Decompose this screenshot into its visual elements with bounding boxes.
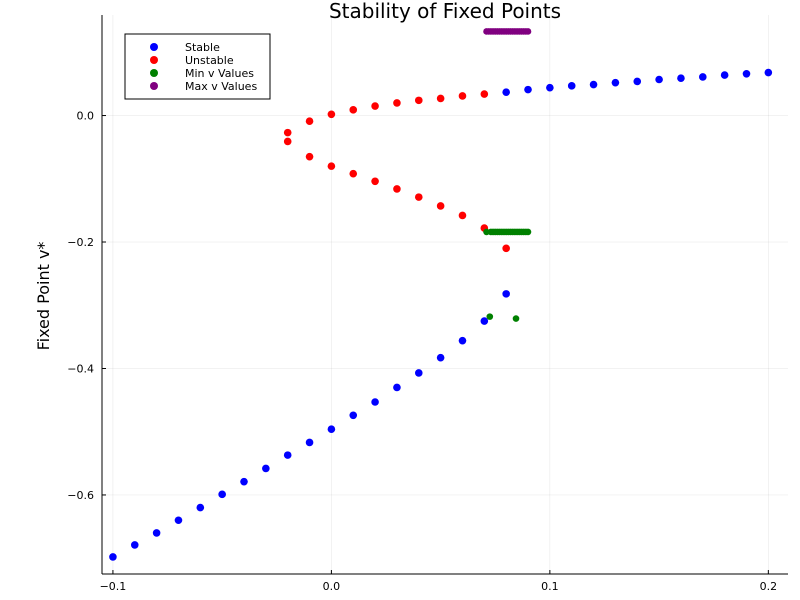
data-point bbox=[327, 425, 336, 433]
data-point bbox=[371, 177, 379, 186]
data-point bbox=[283, 128, 292, 137]
data-point bbox=[240, 477, 248, 486]
data-point bbox=[524, 228, 532, 236]
legend-label: Max v Values bbox=[185, 80, 257, 93]
data-point bbox=[414, 369, 423, 377]
data-point bbox=[436, 94, 445, 103]
y-tick-label: −0.2 bbox=[67, 236, 94, 249]
data-point bbox=[720, 71, 729, 79]
data-point bbox=[371, 102, 379, 110]
legend-marker bbox=[150, 56, 158, 64]
data-point bbox=[480, 90, 489, 98]
data-point bbox=[486, 313, 494, 320]
data-point bbox=[174, 516, 183, 525]
data-point bbox=[130, 541, 139, 549]
data-point bbox=[502, 244, 510, 253]
y-axis-title: Fixed Point v* bbox=[34, 242, 53, 351]
data-point bbox=[524, 85, 532, 94]
x-tick-label: −0.1 bbox=[100, 580, 127, 593]
x-tick-label: 0.1 bbox=[541, 580, 559, 593]
data-point bbox=[458, 211, 467, 220]
data-points bbox=[109, 28, 773, 561]
y-tick-label: 0.0 bbox=[77, 110, 95, 123]
legend-marker bbox=[150, 43, 158, 51]
data-point bbox=[349, 169, 358, 178]
y-tick-label: −0.4 bbox=[67, 362, 94, 375]
legend-marker bbox=[150, 69, 158, 77]
x-tick-label: 0.0 bbox=[323, 580, 341, 593]
data-point bbox=[414, 96, 423, 105]
data-point bbox=[524, 28, 532, 35]
data-point bbox=[283, 451, 292, 459]
series-min-v-values bbox=[483, 228, 532, 322]
data-point bbox=[305, 117, 314, 126]
data-point bbox=[546, 83, 554, 92]
series-max-v-values bbox=[483, 28, 532, 35]
data-point bbox=[393, 383, 401, 392]
data-point bbox=[327, 162, 336, 170]
legend-box bbox=[124, 33, 271, 100]
data-point bbox=[393, 185, 401, 193]
data-point bbox=[349, 106, 358, 114]
data-point bbox=[698, 73, 707, 81]
data-point bbox=[196, 503, 205, 512]
data-point bbox=[502, 88, 510, 96]
legend-label: Stable bbox=[185, 41, 220, 54]
data-point bbox=[349, 411, 358, 420]
data-point bbox=[414, 193, 423, 201]
data-point bbox=[655, 75, 663, 84]
legend-marker bbox=[150, 82, 158, 90]
data-point bbox=[502, 290, 510, 298]
data-point bbox=[393, 99, 401, 107]
data-point bbox=[458, 336, 467, 345]
series-stable bbox=[109, 68, 773, 561]
data-point bbox=[764, 68, 773, 77]
data-point bbox=[480, 317, 489, 325]
series-unstable bbox=[283, 90, 510, 253]
data-point bbox=[611, 78, 620, 87]
data-point bbox=[512, 315, 520, 322]
ticks: −0.1 0.0 0.1 0.2 0.0 −0.2 −0.4 −0.6 bbox=[67, 110, 777, 593]
axes bbox=[101, 15, 788, 575]
data-point bbox=[436, 202, 445, 210]
data-point bbox=[742, 70, 751, 78]
x-tick-label: 0.2 bbox=[760, 580, 778, 593]
grid-lines bbox=[102, 15, 788, 574]
data-point bbox=[371, 398, 379, 406]
data-point bbox=[109, 553, 117, 561]
chart-title: Stability of Fixed Points bbox=[329, 0, 561, 23]
data-point bbox=[152, 529, 161, 537]
data-point bbox=[262, 464, 270, 473]
data-point bbox=[305, 438, 314, 447]
data-point bbox=[327, 110, 336, 119]
data-point bbox=[567, 82, 576, 90]
data-point bbox=[218, 490, 226, 499]
data-point bbox=[633, 77, 642, 86]
data-point bbox=[589, 80, 598, 89]
legend-label: Unstable bbox=[185, 54, 234, 67]
y-tick-label: −0.6 bbox=[67, 489, 94, 502]
legend-label: Min v Values bbox=[185, 67, 254, 80]
data-point bbox=[436, 353, 445, 362]
data-point bbox=[677, 74, 685, 83]
data-point bbox=[305, 152, 314, 161]
data-point bbox=[283, 137, 292, 146]
data-point bbox=[458, 92, 467, 100]
